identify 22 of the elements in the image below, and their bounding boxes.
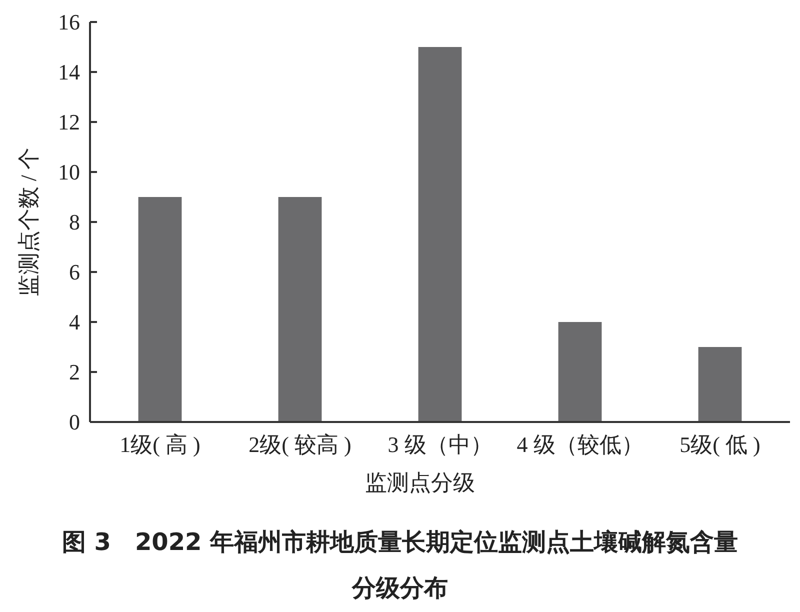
bar (698, 347, 742, 422)
x-axis-title: 监测点分级 (365, 470, 475, 495)
y-axis-title: 监测点个数 / 个 (16, 147, 41, 297)
y-tick-label: 0 (69, 410, 80, 435)
text: 图 3 2022 年福州市耕地质量长期定位监测点土壤碱解氮含量分级分布 (62, 528, 738, 602)
y-tick-label: 4 (69, 310, 80, 335)
y-tick-label: 10 (58, 160, 80, 185)
x-tick-label: 4 级（较低） (516, 432, 644, 457)
bar (418, 47, 462, 422)
x-tick-label: 2级( 较高 ) (248, 432, 352, 457)
y-tick-label: 14 (58, 60, 80, 85)
bar (138, 197, 182, 422)
y-tick-label: 2 (69, 360, 80, 385)
y-tick-label: 16 (58, 10, 80, 35)
y-tick-label: 6 (69, 260, 80, 285)
y-tick-label: 12 (58, 110, 80, 135)
bar (278, 197, 322, 422)
bar (558, 322, 602, 422)
x-tick-label: 5级( 低 ) (680, 432, 760, 457)
y-tick-label: 8 (69, 210, 80, 235)
x-tick-label: 3 级（中） (388, 432, 492, 457)
x-tick-label: 1级( 高 ) (120, 432, 200, 457)
